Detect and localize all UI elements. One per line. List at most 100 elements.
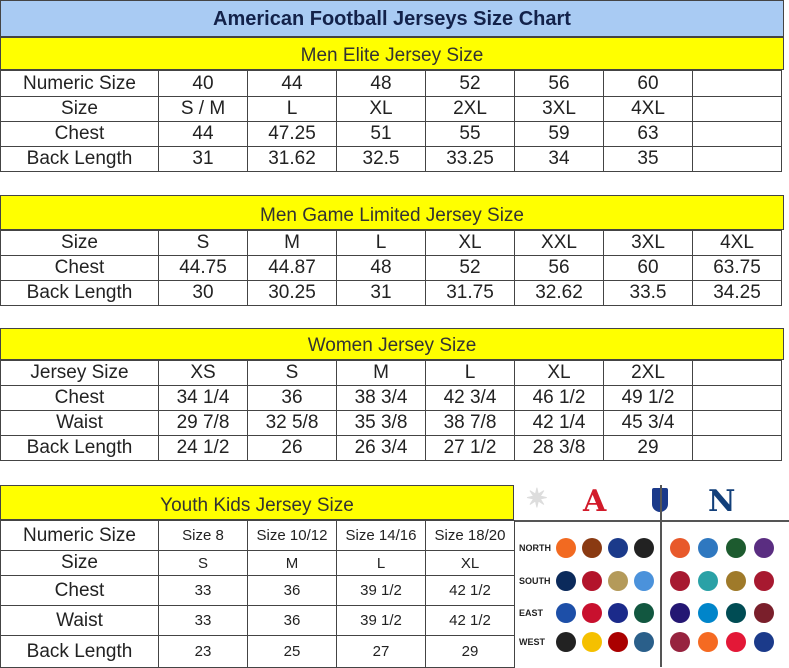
table-cell	[692, 146, 782, 172]
team-logo-icon	[754, 538, 774, 558]
table-cell	[692, 70, 782, 97]
header-divider	[515, 520, 789, 522]
table-cell	[692, 360, 782, 386]
table-cell: 25	[247, 635, 337, 668]
team-logo-icon	[556, 538, 576, 558]
table-cell: 56	[514, 255, 604, 281]
table-cell: 3XL	[603, 230, 693, 256]
table-cell: 4XL	[603, 96, 693, 122]
table-cell: 60	[603, 255, 693, 281]
team-logo-icon	[670, 603, 690, 623]
table-cell: 35 3/8	[336, 410, 426, 436]
table-cell: 34	[514, 146, 604, 172]
table-cell	[692, 385, 782, 411]
team-logo-icon	[670, 571, 690, 591]
table-cell: L	[247, 96, 337, 122]
team-logo-icon	[582, 538, 602, 558]
table-cell: 59	[514, 121, 604, 147]
table-cell: Size 8	[158, 520, 248, 551]
table-cell: 31	[158, 146, 248, 172]
table-cell: 27	[336, 635, 426, 668]
nfc-logo: N	[708, 484, 736, 519]
table-cell: 32.5	[336, 146, 426, 172]
youth-heading: Youth Kids Jersey Size	[0, 485, 514, 520]
team-logo-icon	[608, 571, 628, 591]
table-cell: 56	[514, 70, 604, 97]
table-row: Chest 44.75 44.87 48 52 56 60 63.75	[0, 255, 782, 281]
table-cell: 60	[603, 70, 693, 97]
table-cell: 30	[158, 280, 248, 306]
table-cell: 31.75	[425, 280, 515, 306]
table-cell: 23	[158, 635, 248, 668]
row-label: Size	[0, 96, 159, 122]
men-elite-heading: Men Elite Jersey Size	[0, 37, 784, 70]
team-logo-icon	[556, 603, 576, 623]
table-cell: 29	[425, 635, 515, 668]
table-row: Waist 29 7/8 32 5/8 35 3/8 38 7/8 42 1/4 45 3/…	[0, 410, 782, 436]
table-cell: 26 3/4	[336, 435, 426, 461]
table-cell: 2XL	[425, 96, 515, 122]
team-logo-icon	[582, 571, 602, 591]
table-cell: 44	[247, 70, 337, 97]
women-heading: Women Jersey Size	[0, 328, 784, 360]
table-cell: XS	[158, 360, 248, 386]
table-cell: M	[247, 230, 337, 256]
table-cell: 49 1/2	[603, 385, 693, 411]
table-cell: 40	[158, 70, 248, 97]
row-label: Back Length	[0, 435, 159, 461]
team-logo-icon	[726, 603, 746, 623]
team-logo-icon	[726, 571, 746, 591]
table-cell: 30.25	[247, 280, 337, 306]
table-cell: 63	[603, 121, 693, 147]
table-cell: Size 10/12	[247, 520, 337, 551]
team-logo-icon	[754, 632, 774, 652]
men-game-heading: Men Game Limited Jersey Size	[0, 195, 784, 230]
table-cell: M	[336, 360, 426, 386]
table-cell: 36	[247, 385, 337, 411]
table-cell: 24 1/2	[158, 435, 248, 461]
table-cell: 44	[158, 121, 248, 147]
table-row: Chest 34 1/4 36 38 3/4 42 3/4 46 1/2 49 1/2	[0, 385, 782, 411]
table-cell: 44.75	[158, 255, 248, 281]
table-cell: 33.5	[603, 280, 693, 306]
row-label: Numeric Size	[0, 520, 159, 551]
table-cell: 28 3/8	[514, 435, 604, 461]
table-cell: 26	[247, 435, 337, 461]
table-cell: 27 1/2	[425, 435, 515, 461]
table-cell: S	[158, 550, 248, 576]
division-label: SOUTH	[519, 576, 551, 586]
table-row: Numeric Size 40 44 48 52 56 60	[0, 70, 782, 97]
table-row: Waist 33 36 39 1/2 42 1/2	[0, 605, 515, 636]
table-cell: 33.25	[425, 146, 515, 172]
table-row: Size S / M L XL 2XL 3XL 4XL	[0, 96, 782, 122]
table-cell: S / M	[158, 96, 248, 122]
table-cell: 63.75	[692, 255, 782, 281]
women-table: Jersey Size XS S M L XL 2XL Chest 34 1/4 36 38 3/4…	[0, 360, 782, 461]
team-logo-icon	[698, 538, 718, 558]
table-cell: XXL	[514, 230, 604, 256]
table-row: Size S M L XL XXL 3XL 4XL	[0, 230, 782, 256]
table-cell: M	[247, 550, 337, 576]
division-label: EAST	[519, 608, 544, 618]
table-cell: 31.62	[247, 146, 337, 172]
table-cell: 29	[603, 435, 693, 461]
team-logo-icon	[698, 632, 718, 652]
table-row: Chest 44 47.25 51 55 59 63	[0, 121, 782, 147]
table-cell: 46 1/2	[514, 385, 604, 411]
table-cell: 38 7/8	[425, 410, 515, 436]
team-logo-icon	[634, 571, 654, 591]
table-cell: Size 14/16	[336, 520, 426, 551]
table-row: Numeric Size Size 8 Size 10/12 Size 14/16 Si…	[0, 520, 515, 551]
table-cell: 42 3/4	[425, 385, 515, 411]
row-label: Back Length	[0, 635, 159, 668]
table-cell: 38 3/4	[336, 385, 426, 411]
table-cell: 3XL	[514, 96, 604, 122]
row-label: Back Length	[0, 280, 159, 306]
row-label: Chest	[0, 575, 159, 606]
table-cell	[692, 121, 782, 147]
table-cell: 35	[603, 146, 693, 172]
team-logo-icon	[754, 603, 774, 623]
table-cell: L	[336, 550, 426, 576]
table-cell: 32 5/8	[247, 410, 337, 436]
men-game-table: Size S M L XL XXL 3XL 4XL Chest 44.75 44.87 48 52 56 6…	[0, 230, 782, 306]
